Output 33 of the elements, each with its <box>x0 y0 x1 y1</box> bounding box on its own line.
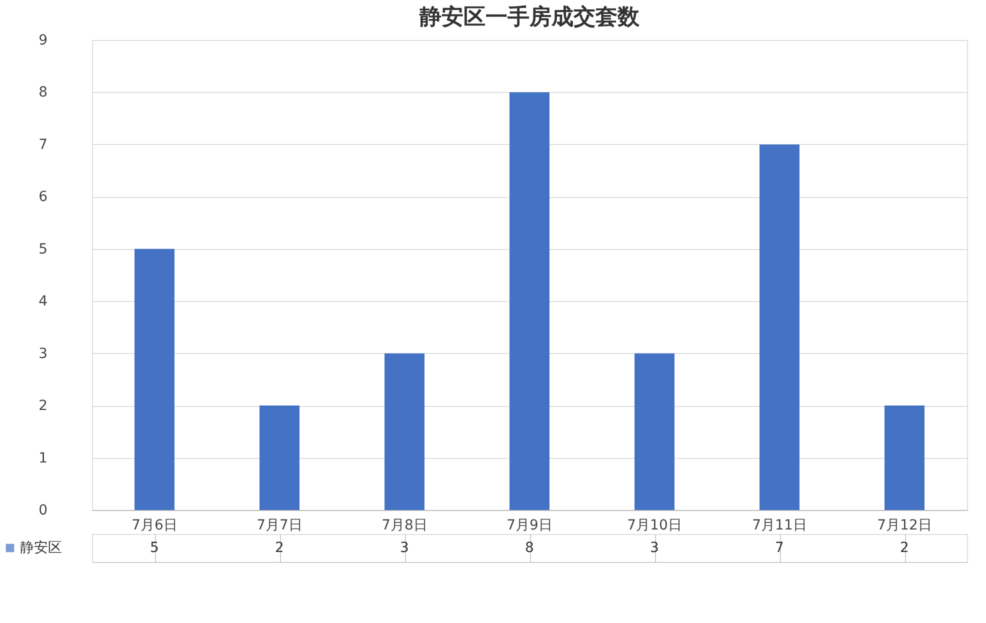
data-label: 5 <box>150 540 159 556</box>
x-tick-label: 7月8日 <box>382 518 428 534</box>
x-tick-label: 7月11日 <box>752 518 807 534</box>
data-label: 3 <box>400 540 409 556</box>
x-tick-label: 7月12日 <box>877 518 932 534</box>
y-tick-label: 5 <box>38 241 48 258</box>
y-tick-label: 9 <box>38 32 48 48</box>
data-label: 3 <box>650 540 659 556</box>
y-tick-label: 4 <box>38 294 48 310</box>
bar <box>134 248 174 510</box>
bar <box>260 406 300 510</box>
data-label: 8 <box>525 540 534 556</box>
y-tick-label: 3 <box>38 346 48 362</box>
y-tick-label: 2 <box>38 398 48 414</box>
y-tick-label: 6 <box>38 189 48 206</box>
data-label: 2 <box>900 540 909 556</box>
x-tick-label: 7月10日 <box>627 518 682 534</box>
bar <box>384 353 424 510</box>
y-tick-label: 8 <box>38 84 48 101</box>
chart-title: 静安区一手房成交套数 <box>418 4 640 30</box>
data-label: 2 <box>275 540 284 556</box>
bar <box>634 353 674 510</box>
bar <box>884 406 924 510</box>
x-tick-label: 7月6日 <box>132 518 178 534</box>
bar <box>760 144 800 510</box>
legend-label: 静安区 <box>20 540 62 556</box>
y-tick-label: 7 <box>38 136 48 153</box>
bar <box>510 92 550 510</box>
y-tick-label: 0 <box>38 502 48 518</box>
y-tick-label: 1 <box>38 450 48 466</box>
data-label: 7 <box>775 540 784 556</box>
x-tick-label: 7月7日 <box>256 518 302 534</box>
x-tick-label: 7月9日 <box>506 518 552 534</box>
